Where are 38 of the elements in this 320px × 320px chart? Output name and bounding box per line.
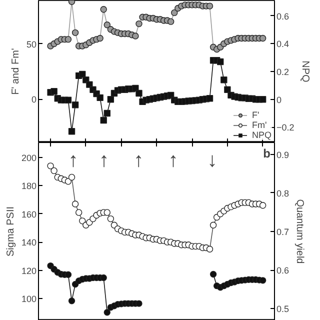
y-tick-label: 100 [21,294,37,304]
y2-tick-label: 0.8 [276,188,290,198]
y-axis-title: Sigma PSII [5,206,16,257]
y-tick-label: 200 [21,152,37,163]
y2-tick-label: 0.5 [276,304,290,314]
annotation: ↑ [99,150,110,172]
y2-tick-label: 0.7 [276,227,290,237]
point [68,298,76,304]
y-tick-label: 180 [21,181,37,192]
y2-tick-label: −0.2 [276,122,294,133]
point [100,274,107,282]
point [64,271,72,278]
y-tick-label: 120 [21,266,37,276]
y2-tick-label: 0.6 [276,266,290,276]
annotation: b [263,146,271,160]
y2-tick-label: 0.2 [276,67,290,77]
y2-tick-label: 0 [276,94,282,105]
y2-tick-label: 0.6 [276,11,290,22]
y-tick-label: 0 [31,94,37,105]
y-tick-label: 50 [26,39,37,50]
y2-axis-title: NPQ [299,60,310,83]
y2-axis-title: Quantum yield [294,199,306,264]
annotation: ↑ [134,150,144,172]
annotation: ↓ [207,150,218,172]
legend-label: Fm' [252,120,268,130]
point [259,277,266,284]
annotation: ↑ [68,150,78,172]
point [210,270,217,278]
y2-tick-label: 0.4 [276,39,290,50]
y-tick-label: 140 [21,238,37,248]
y-tick-label: 160 [21,209,37,220]
annotation: ↑ [168,150,178,172]
y2-tick-label: 0.9 [276,150,290,160]
point [136,300,142,307]
legend-label: NPQ [252,130,272,140]
legend-label: F' [252,110,260,120]
point [104,309,110,316]
y-axis-title: F' and Fm' [10,48,22,95]
